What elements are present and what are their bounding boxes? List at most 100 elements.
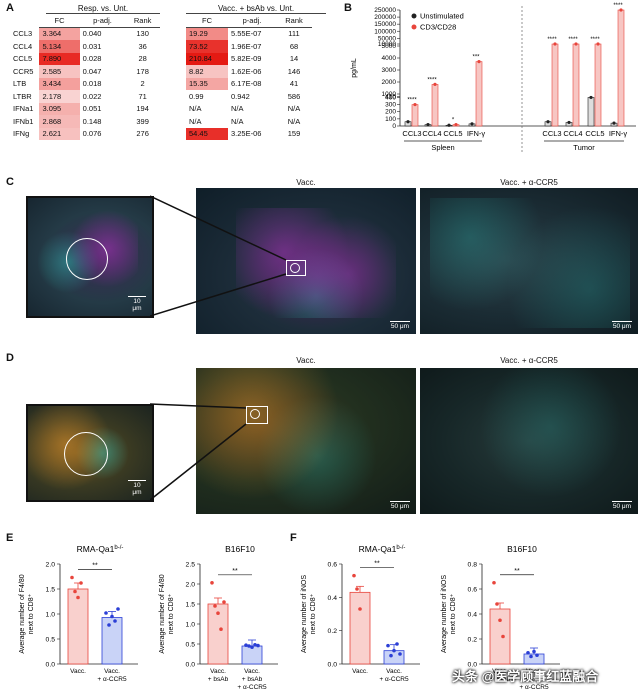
col-padj: p-adj.	[79, 14, 126, 28]
y-tick-label: 5000	[382, 43, 397, 50]
point-cd3cd28	[553, 42, 557, 46]
y-axis-label: next to CD8⁺	[28, 593, 35, 634]
padj-cell: N/A	[231, 104, 244, 114]
chart-f-b16: B16F10 0.0 0.2 0.4 0.6 0.8 Average number of i…	[441, 544, 560, 691]
data-point	[110, 614, 114, 619]
table-row: N/A N/A N/A	[186, 115, 312, 128]
chart-title-sup: b-/-	[396, 545, 405, 551]
legend-marker	[411, 13, 417, 19]
padj-cell: N/A	[231, 116, 244, 126]
table-row: 210.84 5.82E-09 14	[186, 52, 312, 65]
data-point	[526, 650, 530, 655]
panel-letter-f: F	[290, 532, 297, 544]
sig-marker: **	[232, 568, 238, 575]
point-cd3cd28	[574, 42, 578, 46]
data-point	[222, 600, 226, 604]
col-fc: FC	[186, 14, 228, 28]
y-tick-label: 0.0	[328, 662, 338, 669]
rank-cell: 130	[136, 29, 149, 39]
x-tick-label: + bsAb	[490, 676, 511, 683]
fc-cell: N/A	[186, 115, 228, 128]
table-row: LTBR 2.178 0.022 71	[10, 90, 160, 103]
point-cd3cd28	[596, 42, 600, 46]
data-point	[216, 611, 220, 615]
table-right-grid: FC p-adj. Rank 19.29 5.55E-07 111 73.52 1.96…	[186, 14, 312, 140]
point-unstimulated	[567, 120, 571, 125]
y-tick-label: 200000	[374, 14, 396, 21]
table-right: Vacc. + bsAb vs. Unt. FC p-adj. Rank 19.…	[186, 4, 326, 140]
padj-cell: 0.942	[231, 91, 250, 101]
fc-cell: 54.45	[186, 127, 228, 140]
rank-cell: 276	[136, 129, 149, 139]
point-unstimulated	[406, 120, 410, 124]
table-row: CCR5 2.585 0.047 178	[10, 65, 160, 78]
inset-d: 10 μm	[26, 404, 154, 502]
data-point	[398, 652, 402, 656]
table-row: 54.45 3.25E-06 159	[186, 127, 312, 140]
data-point	[244, 643, 248, 647]
data-point	[104, 611, 108, 615]
padj-cell: 5.82E-09	[231, 54, 262, 64]
rank-cell: 14	[289, 54, 299, 64]
chart-f-rma: RMA-Qa1b-/- 0.0 0.2 0.4 0.6 Average number of…	[301, 544, 420, 683]
x-tick-label: + α-CCR5	[379, 676, 409, 683]
y-tick-label: 100	[385, 116, 396, 123]
y-axis-label: Average number of iNOS	[441, 575, 448, 653]
fc-cell: 3.095	[39, 102, 80, 115]
rank-cell: 2	[140, 79, 145, 89]
x-tick-label: CCL5	[443, 129, 462, 138]
table-right-title: Vacc. + bsAb vs. Unt.	[186, 4, 326, 14]
col-fc: FC	[39, 14, 80, 28]
scale-bar-c-ccr5: 50 μm	[612, 321, 632, 330]
point-unstimulated	[447, 123, 451, 127]
chart-e-rma: RMA-Qa1b-/- 0.0 0.5 1.0 1.5 2.0 Average number…	[19, 544, 138, 683]
point-cd3cd28	[433, 82, 437, 86]
data-point	[213, 604, 217, 608]
sig-marker: ****	[590, 37, 600, 43]
chart-title: RMA-Qa1b-/-	[359, 544, 406, 554]
gene-cell: CCL3	[13, 29, 33, 38]
rank-cell: 159	[287, 129, 301, 139]
data-point	[73, 589, 77, 594]
point-cd3cd28	[413, 102, 417, 107]
x-tick-label: Vacc.	[104, 668, 120, 675]
fc-cell: 19.29	[186, 27, 228, 40]
y-tick-label: 1.0	[46, 612, 56, 619]
y-tick-label: 150000	[374, 21, 396, 28]
bar	[489, 608, 511, 665]
point-unstimulated	[589, 95, 593, 100]
bar-cd3cd28	[594, 43, 602, 127]
col-rank: Rank	[125, 14, 160, 28]
data-point	[253, 643, 257, 647]
data-point	[247, 644, 251, 648]
y-tick-label: 0.5	[186, 642, 196, 649]
bar	[67, 588, 89, 665]
y-tick-label: 0.0	[468, 662, 478, 669]
y-tick-label: 4000	[382, 55, 397, 62]
y-axis-label: Average number of F4/80	[19, 574, 26, 653]
table-row: N/A N/A N/A	[186, 102, 312, 115]
zoom-lines-d	[150, 403, 247, 501]
table-row: LTB 3.434 0.018 2	[10, 77, 160, 90]
rank-cell: 36	[138, 41, 147, 51]
data-point	[532, 649, 536, 654]
panel-letter-e: E	[6, 532, 14, 544]
gene-cell: LTB	[13, 79, 27, 89]
x-tick-label: Vacc.	[210, 668, 226, 675]
panel-letter-d: D	[6, 352, 14, 364]
x-tick-label: + bsAb	[242, 676, 263, 683]
gene-cell: IFNa1	[13, 104, 34, 114]
table-row: 73.52 1.96E-07 68	[186, 40, 312, 53]
x-tick-label: + α-CCR5	[97, 676, 127, 683]
rank-cell: 68	[289, 41, 299, 51]
gene-cell: IFNb1	[13, 116, 34, 126]
sig-marker: **	[92, 563, 98, 570]
bar	[101, 617, 123, 665]
zoom-lines-c	[150, 195, 287, 317]
y-tick-label: 410	[385, 94, 396, 101]
fc-cell: 2.585	[39, 65, 80, 78]
table-row: CCL3 3.364 0.040 130	[10, 27, 160, 40]
fc-cell: 8.82	[186, 65, 228, 78]
y-axis-label: next to CD8⁺	[450, 593, 457, 634]
y-tick-label: 1000	[382, 91, 397, 98]
